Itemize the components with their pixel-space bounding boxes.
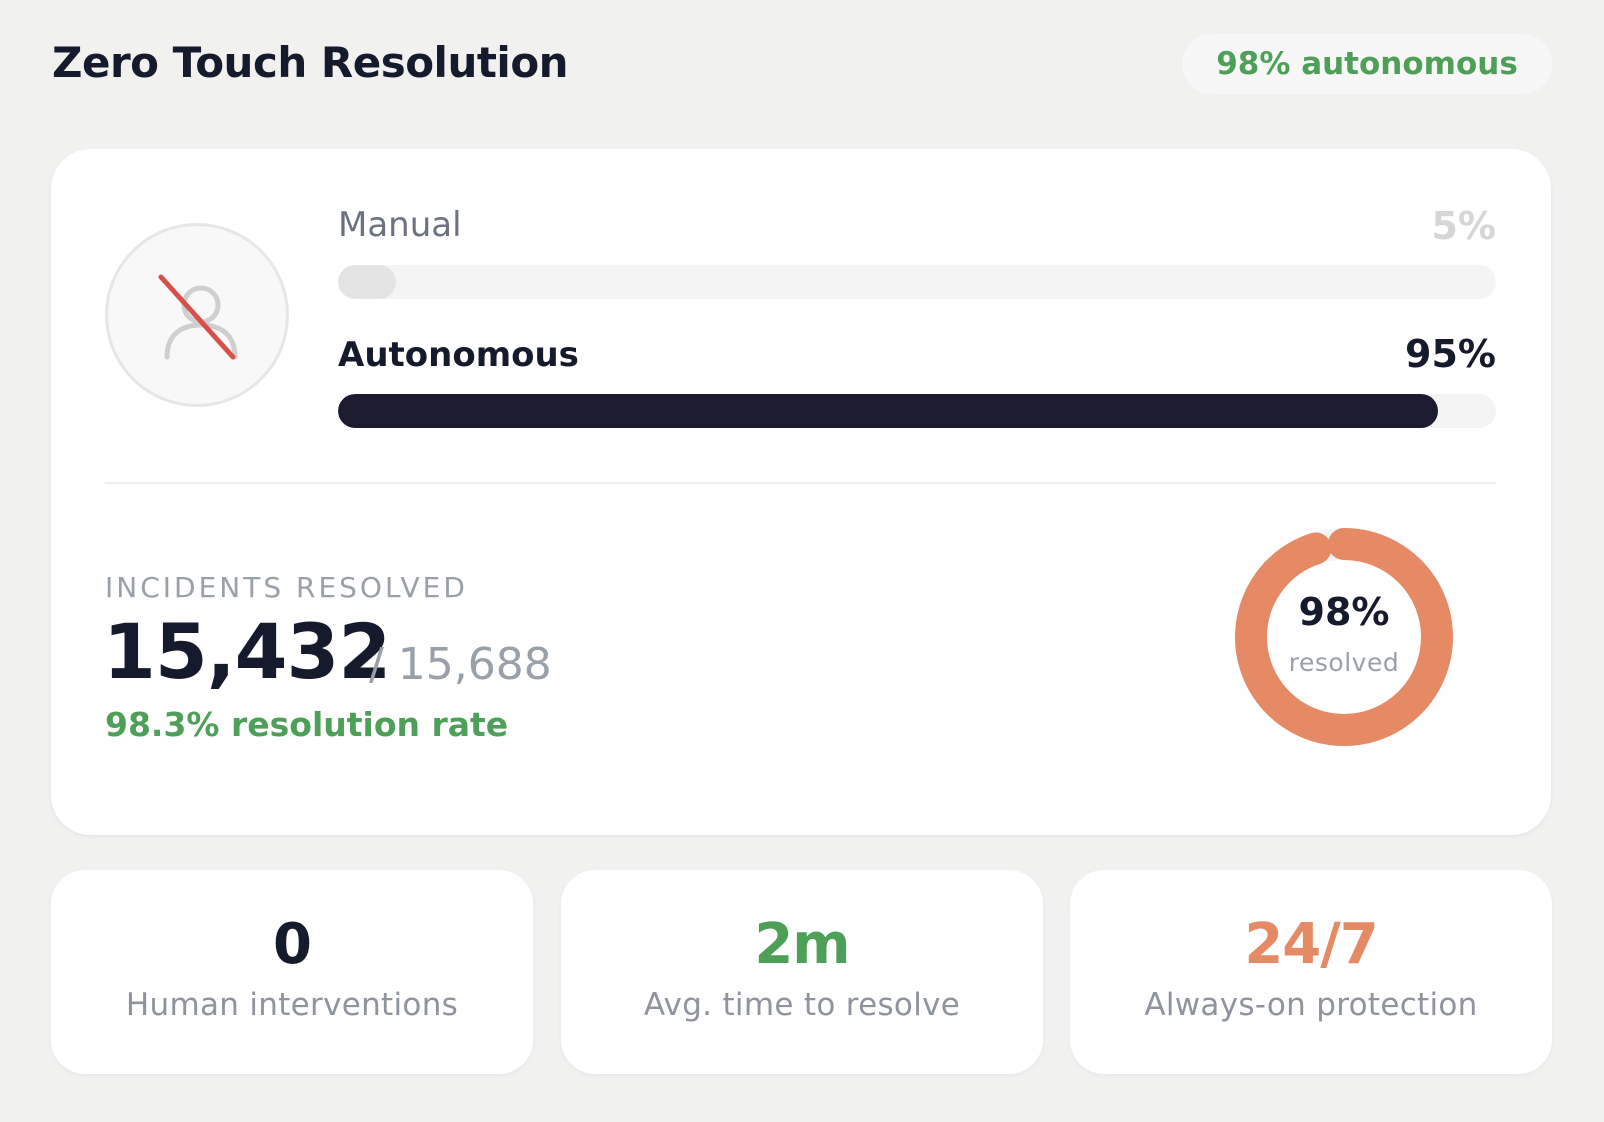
resolution-rate: 98.3% resolution rate [105,705,509,744]
resolution-card: Manual 5% Autonomous 95% INCIDENTS RESOL… [51,149,1551,835]
autonomous-badge: 98% autonomous [1182,34,1552,94]
stat-value: 2m [754,912,850,977]
stat-label: Human interventions [125,987,459,1023]
stat-value: 24/7 [1244,912,1378,977]
manual-label: Manual [338,205,462,245]
autonomous-progress-track [338,394,1496,428]
donut-caption: resolved [1288,647,1400,677]
stat-card-avg-time: 2m Avg. time to resolve [561,870,1043,1074]
donut-center: 98% resolved [1229,522,1459,752]
resolved-donut-chart [1235,528,1453,746]
donut-arc [1235,528,1453,746]
manual-progress-fill [338,265,396,299]
stat-value: 0 [273,912,312,977]
incidents-label: INCIDENTS RESOLVED [105,571,468,604]
manual-percent: 5% [1431,204,1496,248]
donut-value: 98% [1298,589,1390,634]
stat-card-interventions: 0 Human interventions [51,870,533,1074]
manual-progress-track [338,265,1496,299]
page-title: Zero Touch Resolution [52,38,569,87]
incidents-count: 15,432 [103,607,391,696]
stat-label: Always-on protection [1144,987,1478,1023]
stat-card-protection: 24/7 Always-on protection [1070,870,1552,1074]
incidents-total: / 15,688 [369,639,552,690]
autonomous-label: Autonomous [338,335,579,375]
autonomous-progress-fill [338,394,1439,428]
stat-label: Avg. time to resolve [643,987,961,1023]
divider [105,482,1496,484]
avatar [105,223,289,407]
autonomous-percent: 95% [1405,332,1496,376]
user-slash-icon [158,274,238,360]
